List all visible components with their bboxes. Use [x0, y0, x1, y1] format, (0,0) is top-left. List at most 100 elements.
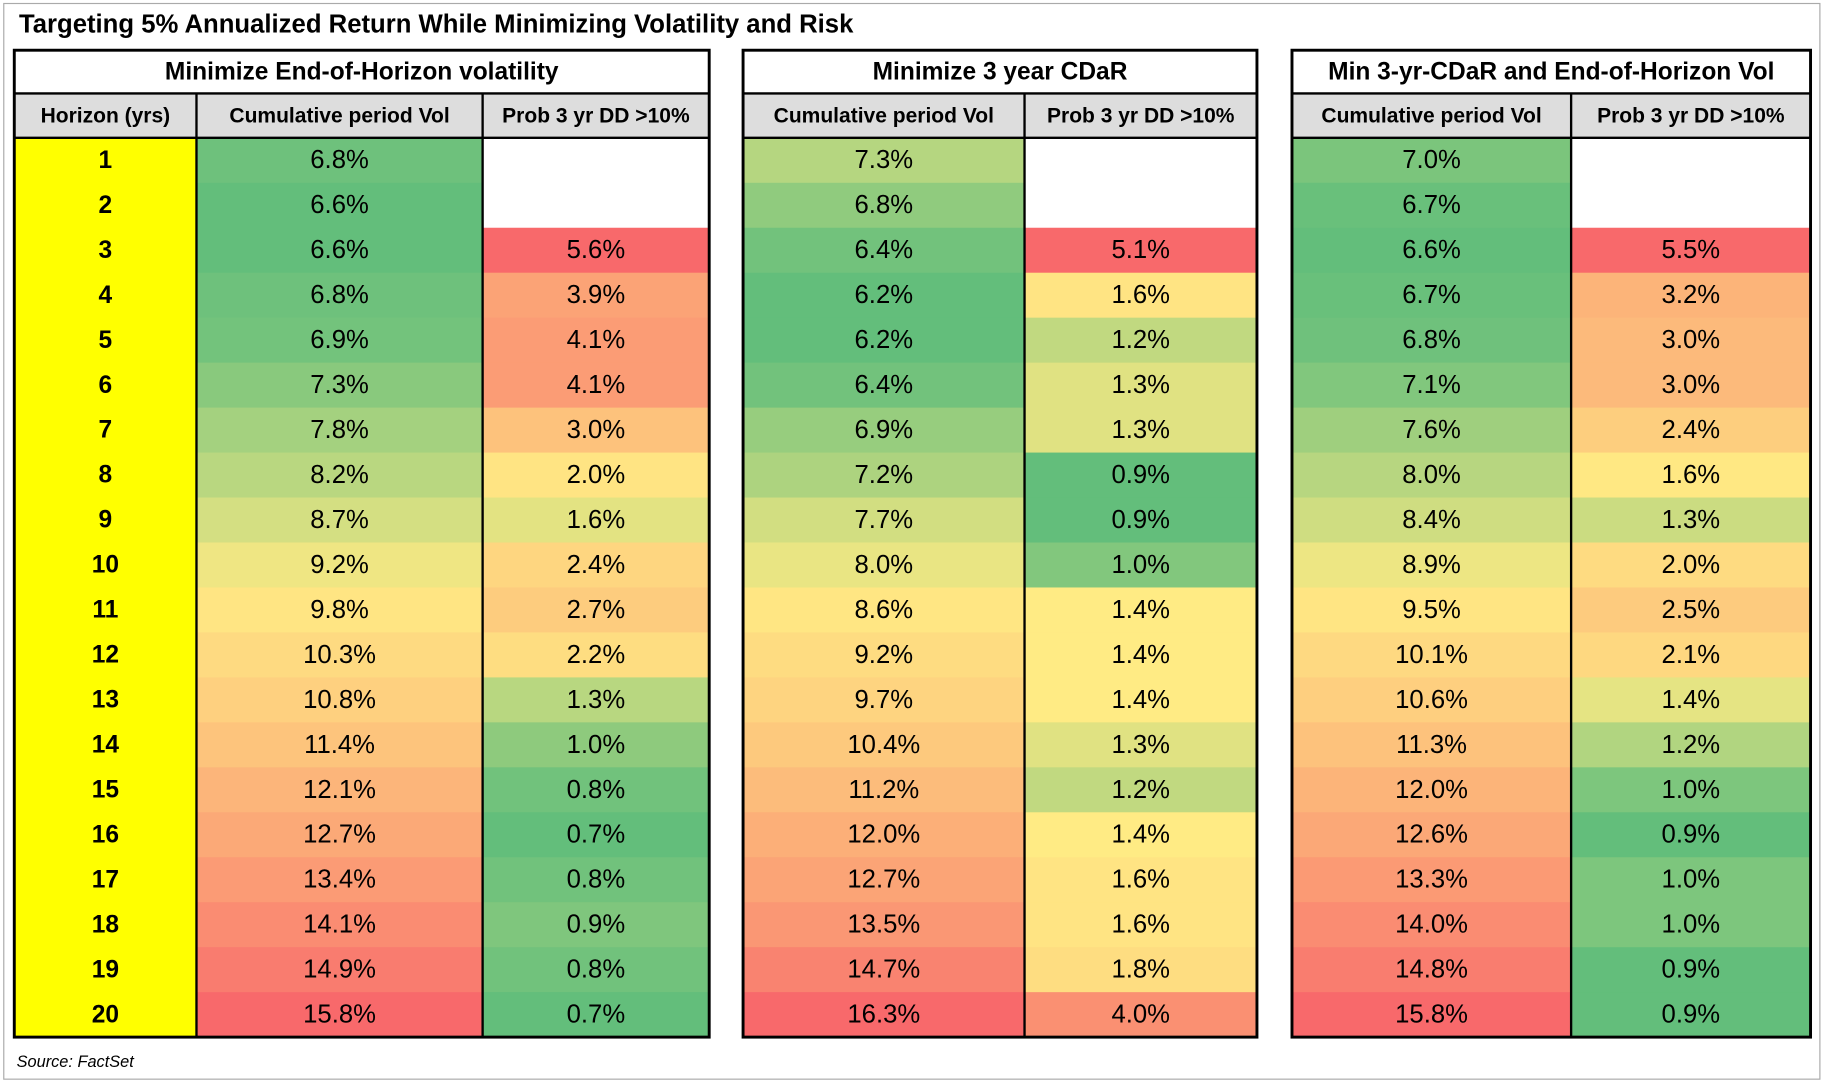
cell: 8.7% — [310, 506, 369, 534]
cell: 15.8% — [303, 1001, 376, 1029]
cell-bg — [1024, 362, 1257, 409]
cell: 9.2% — [310, 551, 369, 579]
column-header: Prob 3 yr DD >10% — [502, 104, 690, 127]
cell: 1.4% — [1662, 686, 1721, 714]
horizon: 20 — [92, 1001, 119, 1028]
cell-bg — [1291, 542, 1572, 589]
cell-bg — [1291, 272, 1572, 319]
cell-bg — [196, 632, 483, 678]
cell: 1.2% — [1111, 776, 1170, 804]
horizon: 15 — [92, 776, 119, 803]
horizon: 6 — [99, 372, 113, 399]
cell-bg — [196, 497, 483, 544]
cell-bg — [482, 812, 710, 858]
cell: 14.7% — [847, 956, 920, 984]
cell-bg — [1024, 677, 1257, 723]
cell-bg — [196, 947, 483, 993]
cell: 2.5% — [1662, 596, 1721, 624]
cell-bg — [196, 587, 483, 634]
cell: 1.0% — [1662, 866, 1721, 894]
cell-bg — [1024, 812, 1257, 858]
header-row — [1291, 93, 1811, 138]
cell: 0.9% — [1111, 506, 1170, 534]
cell-bg — [482, 227, 710, 274]
cell: 9.2% — [855, 641, 914, 669]
cell-bg — [1291, 137, 1572, 184]
cell: 3.0% — [567, 416, 626, 444]
cell-bg — [196, 992, 483, 1038]
cell-bg — [743, 272, 1025, 319]
cell: 6.4% — [855, 236, 914, 264]
cell: 14.0% — [1395, 911, 1468, 939]
cell-bg — [743, 182, 1025, 229]
cell-bg — [1024, 767, 1257, 813]
cell-bg — [743, 452, 1025, 499]
horizon: 2 — [99, 192, 113, 219]
cell-bg — [743, 227, 1025, 274]
cell-bg — [196, 767, 483, 813]
cell-bg — [1571, 677, 1811, 723]
cell: 2.4% — [567, 551, 626, 579]
cell-bg — [482, 722, 710, 768]
cell-bg — [1291, 857, 1572, 903]
cell-bg — [1571, 722, 1811, 768]
cell: 6.2% — [855, 326, 914, 354]
cell: 1.6% — [1111, 911, 1170, 939]
cell: 6.9% — [310, 326, 369, 354]
cell: 0.7% — [567, 1001, 626, 1029]
cell-bg — [1571, 272, 1811, 319]
cell: 2.0% — [1662, 551, 1721, 579]
panel-title-cell — [743, 50, 1257, 94]
cell: 10.8% — [303, 686, 376, 714]
horizon: 1 — [99, 147, 113, 174]
cell: 1.2% — [1111, 326, 1170, 354]
horizon: 12 — [92, 642, 119, 669]
cell: 11.3% — [1396, 731, 1467, 759]
cell-bg — [1571, 407, 1811, 454]
cell-bg — [1571, 857, 1811, 903]
panel-title-cell — [14, 50, 710, 94]
cell-bg — [743, 722, 1025, 768]
cell-bg — [482, 362, 710, 409]
cell: 7.8% — [310, 416, 369, 444]
column-header: Prob 3 yr DD >10% — [1597, 104, 1785, 127]
cell-bg — [196, 452, 483, 499]
cell: 7.1% — [1402, 371, 1461, 399]
cell-bg — [743, 767, 1025, 813]
cell: 7.3% — [855, 146, 914, 174]
cell-bg — [1024, 902, 1257, 948]
row-header: Horizon (yrs) — [41, 104, 171, 127]
panel-border — [1290, 48, 1813, 1039]
cell: 14.1% — [303, 911, 376, 939]
header-row — [14, 93, 710, 138]
cell-bg — [1571, 452, 1811, 499]
column-header: Prob 3 yr DD >10% — [1047, 104, 1235, 127]
header-row — [743, 93, 1257, 138]
cell: 6.7% — [1402, 191, 1461, 219]
cell-bg — [482, 452, 710, 499]
cell: 12.7% — [847, 866, 920, 894]
source: Source: FactSet — [17, 1053, 136, 1071]
cell: 10.4% — [847, 731, 920, 759]
panel-title: Minimize 3 year CDaR — [873, 58, 1128, 85]
cell: 1.0% — [1662, 911, 1721, 939]
cell-bg — [1024, 227, 1257, 274]
cell: 2.4% — [1662, 416, 1721, 444]
cell-bg — [1024, 452, 1257, 499]
horizon: 19 — [92, 956, 119, 983]
cell: 10.6% — [1395, 686, 1468, 714]
cell-bg — [1291, 497, 1572, 544]
cell-bg — [1291, 317, 1572, 364]
cell-bg — [482, 857, 710, 903]
cell: 1.4% — [1111, 686, 1170, 714]
cell-bg — [1291, 182, 1572, 229]
cell-bg — [743, 542, 1025, 589]
cell: 12.7% — [303, 821, 376, 849]
cell-bg — [482, 497, 710, 544]
cell-bg — [482, 137, 710, 184]
cell-bg — [196, 812, 483, 858]
cell: 9.8% — [310, 596, 369, 624]
cell: 7.0% — [1402, 146, 1461, 174]
cell-bg — [1291, 452, 1572, 499]
cell-bg — [743, 947, 1025, 993]
